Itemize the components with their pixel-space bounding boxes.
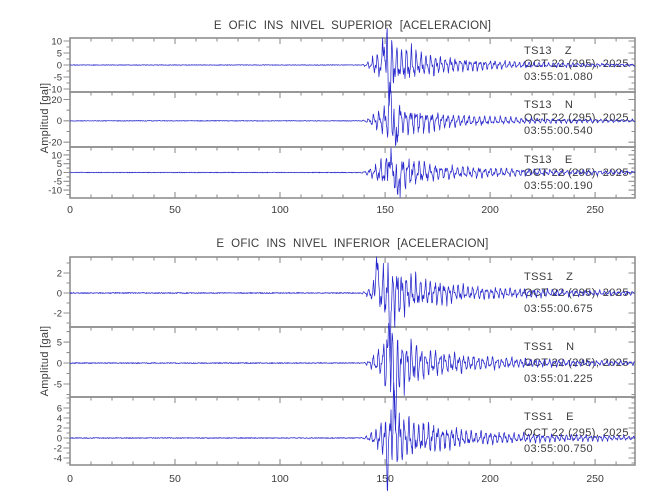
- x-tick-label: 50: [169, 473, 181, 485]
- trace-date: OCT 22 (295), 2025: [524, 58, 629, 70]
- y-tick-label: -10: [48, 186, 62, 197]
- station-code: TSS1: [524, 341, 554, 353]
- y-tick-label: 5: [57, 48, 62, 59]
- y-tick-label: -5: [54, 72, 62, 83]
- x-tick-label: 100: [271, 473, 289, 485]
- x-tick-label: 100: [271, 204, 289, 216]
- trace-label-tss1-z: TSS1 Z OCT 22 (295), 2025 03:55:00.675: [524, 269, 629, 317]
- x-tick-label: 0: [67, 204, 73, 216]
- y-tick-label: -5: [54, 177, 62, 188]
- x-tick-label: 250: [586, 204, 604, 216]
- station-code: TSS1: [524, 271, 554, 283]
- trace-label-ts13-e: TS13 E OCT 22 (295), 2025 03:55:00.190: [524, 154, 629, 193]
- trace-time: 03:55:00.750: [524, 443, 594, 455]
- y-tick-label: 5: [57, 159, 62, 170]
- y-axis-label-superior: Amplitud [gal]: [39, 82, 51, 154]
- station-code: TSS1: [524, 411, 554, 423]
- y-tick-label: 0: [57, 288, 62, 299]
- x-tick-label: 150: [376, 473, 394, 485]
- component-code: N: [564, 99, 574, 111]
- station-code: TS13: [524, 154, 552, 166]
- y-tick-label: 0: [57, 358, 62, 369]
- y-tick-label: -5: [54, 379, 62, 390]
- component-code: E: [566, 411, 574, 423]
- trace-time: 03:55:00.540: [524, 125, 594, 137]
- component-code: N: [566, 341, 575, 353]
- component-code: E: [564, 154, 573, 166]
- y-tick-label: 6: [57, 403, 62, 414]
- y-tick-label: 10: [51, 36, 62, 47]
- y-tick-label: 5: [57, 338, 62, 349]
- y-tick-label: 10: [51, 150, 62, 161]
- component-code: Z: [566, 271, 574, 283]
- panel-title-inferior: E OFIC INS NIVEL INFERIOR [ACELERACION]: [216, 238, 489, 250]
- y-tick-label: 20: [51, 95, 62, 106]
- station-code: TS13: [524, 99, 552, 111]
- trace-time: 03:55:01.225: [524, 373, 594, 385]
- x-tick-label: 200: [481, 473, 499, 485]
- x-tick-label: 200: [481, 204, 499, 216]
- trace-label-tss1-n: TSS1 N OCT 22 (295), 2025 03:55:01.225: [524, 339, 629, 387]
- trace-time: 03:55:00.675: [524, 303, 594, 315]
- trace-time: 03:55:00.190: [524, 180, 594, 192]
- trace-label-ts13-n: TS13 N OCT 22 (295), 2025 03:55:00.540: [524, 99, 629, 138]
- y-tick-label: -2: [54, 308, 62, 319]
- y-tick-label: 0: [57, 168, 62, 179]
- y-tick-label: 0: [57, 60, 62, 71]
- trace-date: OCT 22 (295), 2025: [524, 357, 629, 369]
- panel-title-superior: E OFIC INS NIVEL SUPERIOR [ACELERACION]: [213, 20, 492, 32]
- y-axis-label-inferior: Amplitud [gal]: [39, 325, 51, 397]
- y-tick-label: 2: [57, 268, 62, 279]
- station-code: TS13: [524, 45, 552, 57]
- y-tick-label: -4: [54, 453, 62, 464]
- x-tick-label: 50: [169, 204, 181, 216]
- x-tick-label: 0: [67, 473, 73, 485]
- y-tick-label: 0: [57, 433, 62, 444]
- y-tick-label: 2: [57, 423, 62, 434]
- trace-date: OCT 22 (295), 2025: [524, 112, 629, 124]
- trace-date: OCT 22 (295), 2025: [524, 287, 629, 299]
- trace-label-ts13-z: TS13 Z OCT 22 (295), 2025 03:55:01.080: [524, 45, 629, 84]
- x-tick-label: 150: [376, 204, 394, 216]
- trace-time: 03:55:01.080: [524, 71, 594, 83]
- y-tick-label: 0: [57, 116, 62, 127]
- y-tick-label: 4: [57, 413, 62, 424]
- y-tick-label: -2: [54, 443, 62, 454]
- trace-label-tss1-e: TSS1 E OCT 22 (295), 2025 03:55:00.750: [524, 409, 629, 457]
- x-tick-label: 250: [586, 473, 604, 485]
- trace-date: OCT 22 (295), 2025: [524, 167, 629, 179]
- trace-date: OCT 22 (295), 2025: [524, 427, 629, 439]
- component-code: Z: [564, 45, 573, 57]
